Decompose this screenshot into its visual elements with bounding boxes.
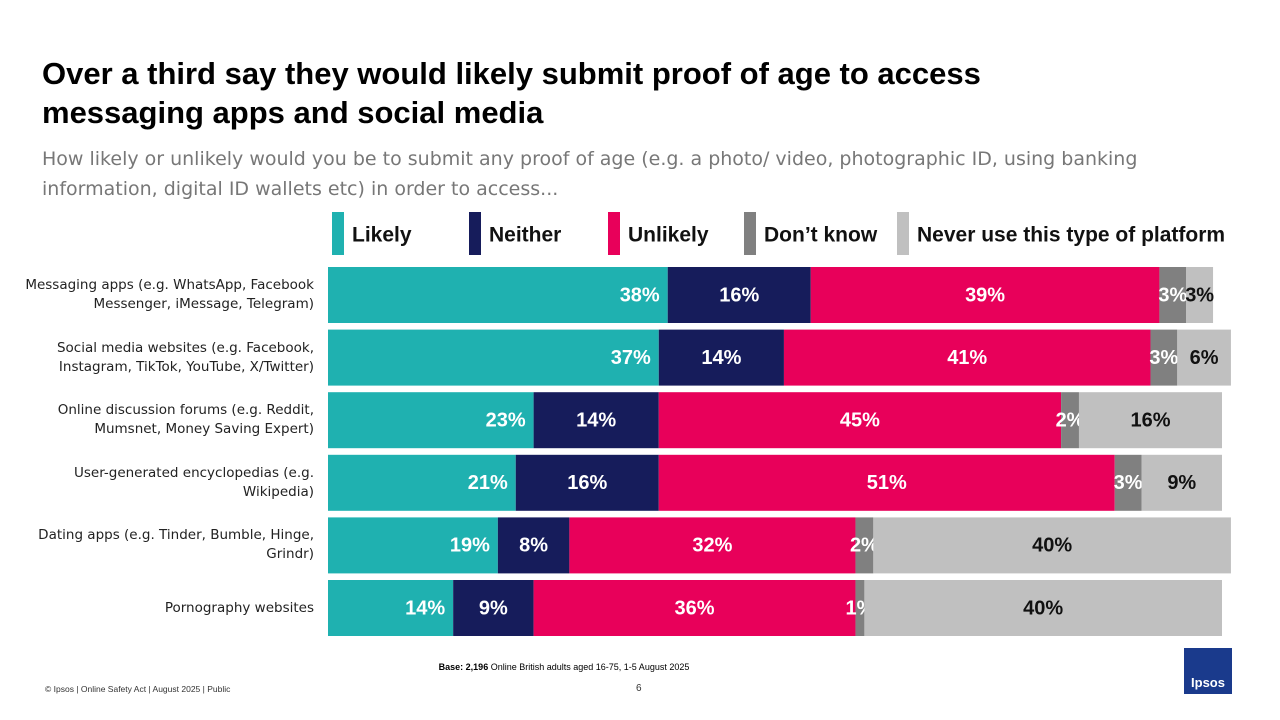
value-label: 14% bbox=[576, 409, 616, 431]
bar-segment bbox=[1061, 392, 1079, 449]
value-label: 32% bbox=[692, 535, 732, 557]
bar-segment bbox=[1150, 329, 1178, 386]
bar-segment bbox=[328, 392, 534, 449]
bar-segment bbox=[569, 517, 856, 574]
category-label: Dating apps (e.g. Tinder, Bumble, Hinge,… bbox=[38, 527, 314, 563]
base-note: Base: 2,196 Online British adults aged 1… bbox=[0, 662, 1128, 672]
legend-swatch bbox=[332, 212, 344, 255]
bar-segment bbox=[1177, 329, 1231, 386]
value-label: 41% bbox=[947, 347, 987, 369]
bar-segment bbox=[658, 392, 1062, 449]
bar-segment bbox=[328, 267, 668, 323]
value-label: 39% bbox=[965, 284, 1005, 306]
bar-segment bbox=[810, 267, 1160, 323]
base-text: Online British adults aged 16-75, 1-5 Au… bbox=[490, 662, 690, 672]
value-label: 2% bbox=[1056, 409, 1085, 431]
legend-label: Never use this type of platform bbox=[917, 224, 1225, 247]
legend-swatch bbox=[897, 212, 909, 255]
bar-segment bbox=[515, 454, 659, 511]
legend-label: Don’t know bbox=[764, 224, 878, 247]
value-label: 3% bbox=[1158, 284, 1187, 306]
value-label: 14% bbox=[701, 347, 741, 369]
bar-segment bbox=[497, 517, 570, 574]
value-label: 14% bbox=[405, 597, 445, 619]
bar-segment bbox=[328, 454, 516, 511]
value-label: 9% bbox=[479, 597, 508, 619]
bar-segment bbox=[453, 580, 534, 636]
page-number: 6 bbox=[636, 683, 642, 694]
legend-swatch bbox=[608, 212, 620, 255]
category-label: Messaging apps (e.g. WhatsApp, Facebook … bbox=[25, 277, 314, 312]
legend-label: Unlikely bbox=[628, 224, 709, 247]
category-label: User-generated encyclopedias (e.g. Wikip… bbox=[73, 464, 314, 500]
value-label: 45% bbox=[840, 409, 880, 431]
value-label: 19% bbox=[450, 535, 490, 557]
bar-segment bbox=[873, 517, 1231, 574]
category-label: Online discussion forums (e.g. Reddit, M… bbox=[57, 402, 314, 438]
legend-label: Likely bbox=[352, 224, 412, 247]
category-label: Pornography websites bbox=[164, 599, 314, 616]
chart-subtitle: How likely or unlikely would you be to s… bbox=[42, 148, 1138, 200]
value-label: 2% bbox=[850, 535, 879, 557]
bar-segment bbox=[864, 580, 1222, 636]
bar-segment bbox=[328, 580, 454, 636]
value-label: 36% bbox=[675, 597, 715, 619]
legend-swatch bbox=[744, 212, 756, 255]
value-label: 37% bbox=[611, 347, 651, 369]
value-label: 3% bbox=[1114, 472, 1143, 494]
bar-segment bbox=[1141, 454, 1222, 511]
bar-segment bbox=[855, 517, 874, 574]
legend-swatch bbox=[469, 212, 481, 255]
value-label: 3% bbox=[1149, 347, 1178, 369]
value-label: 3% bbox=[1185, 284, 1214, 306]
legend-label: Neither bbox=[489, 224, 561, 247]
bar-segment bbox=[328, 329, 659, 386]
bar-segment bbox=[667, 267, 811, 323]
value-label: 16% bbox=[1130, 409, 1170, 431]
value-label: 8% bbox=[519, 535, 548, 557]
base-n: 2,196 bbox=[465, 662, 489, 672]
bar-segment bbox=[533, 392, 659, 449]
bar-segment bbox=[1186, 267, 1214, 323]
value-label: 23% bbox=[486, 409, 526, 431]
base-label: Base: bbox=[438, 662, 464, 672]
bar-segment bbox=[658, 329, 784, 386]
bar-segment bbox=[658, 454, 1115, 511]
bar-segment bbox=[1159, 267, 1187, 323]
bar-segment bbox=[1078, 392, 1222, 449]
bar-segment bbox=[783, 329, 1151, 386]
value-label: 16% bbox=[719, 284, 759, 306]
copyright: © Ipsos | Online Safety Act | August 202… bbox=[45, 684, 231, 694]
value-label: 6% bbox=[1190, 347, 1219, 369]
chart-title: Over a third say they would likely submi… bbox=[42, 56, 981, 130]
bar-segment bbox=[533, 580, 856, 636]
bar-segment bbox=[1114, 454, 1142, 511]
bar-segment bbox=[855, 580, 865, 636]
value-label: 9% bbox=[1167, 472, 1196, 494]
bar-segment bbox=[328, 517, 498, 574]
value-label: 21% bbox=[468, 472, 508, 494]
value-label: 51% bbox=[867, 472, 907, 494]
value-label: 40% bbox=[1023, 597, 1063, 619]
value-label: 38% bbox=[620, 284, 660, 306]
category-label: Social media websites (e.g. Facebook, In… bbox=[56, 339, 314, 375]
value-label: 16% bbox=[567, 472, 607, 494]
value-label: 40% bbox=[1032, 535, 1072, 557]
logo: Ipsos bbox=[1184, 648, 1232, 694]
